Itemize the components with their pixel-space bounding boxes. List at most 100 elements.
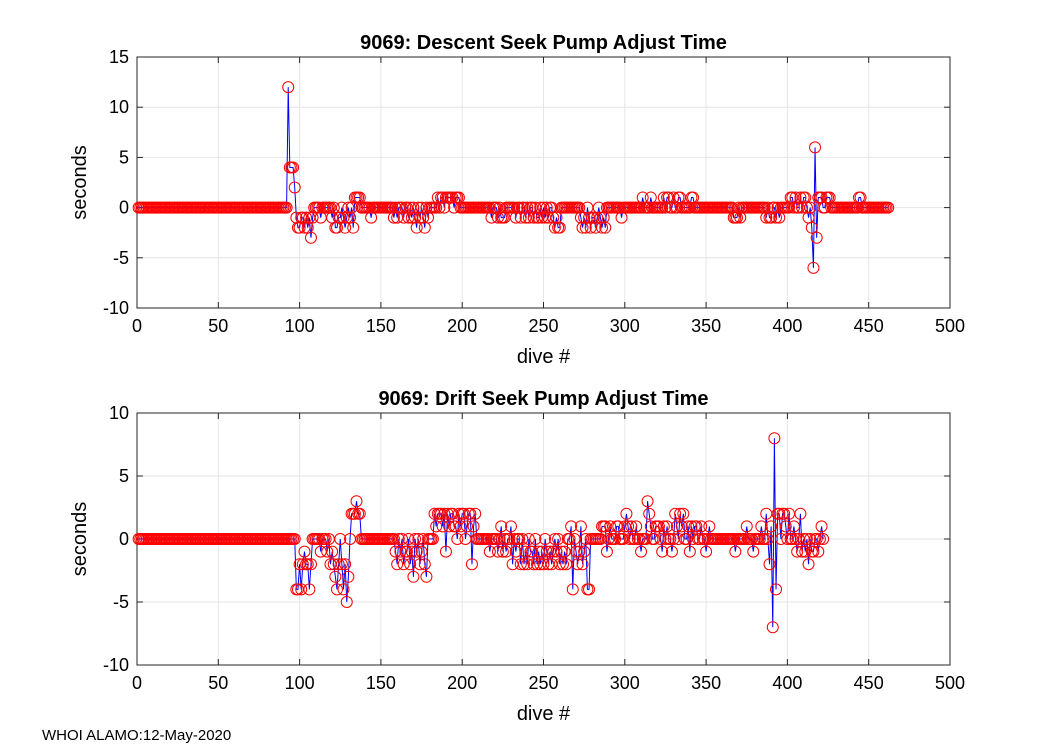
data-point [438,507,451,520]
x-tick-label: 0 [132,673,142,693]
data-point [387,211,400,224]
data-point [517,558,530,571]
data-point [758,533,771,545]
data-point [794,191,807,204]
data-point [420,201,433,214]
y-tick-label: -5 [113,248,129,268]
data-point [778,507,791,520]
data-point [578,545,591,558]
data-point [599,221,612,234]
data-point [339,221,352,234]
data-point [508,201,521,214]
data-point [625,520,638,533]
data-point [350,495,363,508]
data-point [491,545,504,558]
data-point [526,545,539,558]
data-point [573,201,586,214]
data-point [576,221,589,234]
data-point [469,507,482,520]
data-point [612,520,625,533]
data-point [787,201,800,214]
data-point [813,533,826,545]
data-point [557,558,570,571]
data-point [504,520,517,533]
data-point [426,533,439,545]
data-point [503,533,516,545]
data-point [483,201,496,214]
x-tick-label: 450 [854,673,884,693]
data-point [496,545,509,558]
bottom-ticks [136,412,951,666]
data-point [446,191,459,204]
data-point [428,507,441,520]
data-point [600,545,613,558]
data-point [695,520,708,533]
data-point [498,533,511,545]
x-tick-label: 50 [208,673,228,693]
data-point [563,533,576,545]
x-tick-label: 450 [854,316,884,336]
data-point [547,211,560,224]
data-point [461,520,474,533]
data-point [537,558,550,571]
data-point [587,211,600,224]
top-chart-title: 9069: Descent Seek Pump Adjust Time [360,32,727,54]
data-point [407,201,420,214]
data-point [397,558,410,571]
data-point [644,520,657,533]
data-point [304,558,317,571]
data-point [770,211,783,224]
data-point [407,570,420,583]
data-point [335,558,348,571]
data-point [451,533,464,545]
x-tick-label: 400 [772,316,802,336]
data-point [540,545,553,558]
data-point [339,558,352,571]
data-point [508,533,521,545]
data-point [413,211,426,224]
y-tick-label: 0 [119,198,129,218]
x-tick-label: 500 [935,673,965,693]
data-point [690,520,703,533]
x-tick-label: 200 [447,673,477,693]
data-point [342,570,355,583]
data-point [652,520,665,533]
data-point [298,221,311,234]
data-point [282,81,295,94]
data-point [763,558,776,571]
bottom-series-line [138,438,824,628]
data-point [799,191,812,204]
data-point [675,520,688,533]
data-point [773,507,786,520]
bottom-axes: 0 50 100 150 200 250 300 350 400 450 500-10-50510 … [69,388,965,725]
data-point [800,201,813,214]
y-tick-label: 15 [109,47,129,67]
data-point [464,507,477,520]
data-point [420,570,433,583]
data-point [467,520,480,533]
data-point [740,520,753,533]
data-point [804,201,817,214]
data-point [430,520,443,533]
data-point [295,583,308,596]
data-point [300,211,313,224]
data-point [604,520,617,533]
data-point [565,520,578,533]
y-tick-label: -10 [103,655,129,675]
data-point [313,533,326,545]
data-point [516,533,529,545]
data-point [553,558,566,571]
data-point [657,520,670,533]
data-point [622,520,635,533]
x-tick-label: 350 [691,673,721,693]
data-point [659,533,672,545]
data-point [304,231,317,244]
data-point [700,545,713,558]
bottom-y-axis-label: seconds [69,502,91,577]
data-point [288,181,301,194]
data-point [747,545,760,558]
data-point [768,432,781,445]
data-point [809,141,822,154]
data-point [335,201,348,214]
data-point [491,211,504,224]
